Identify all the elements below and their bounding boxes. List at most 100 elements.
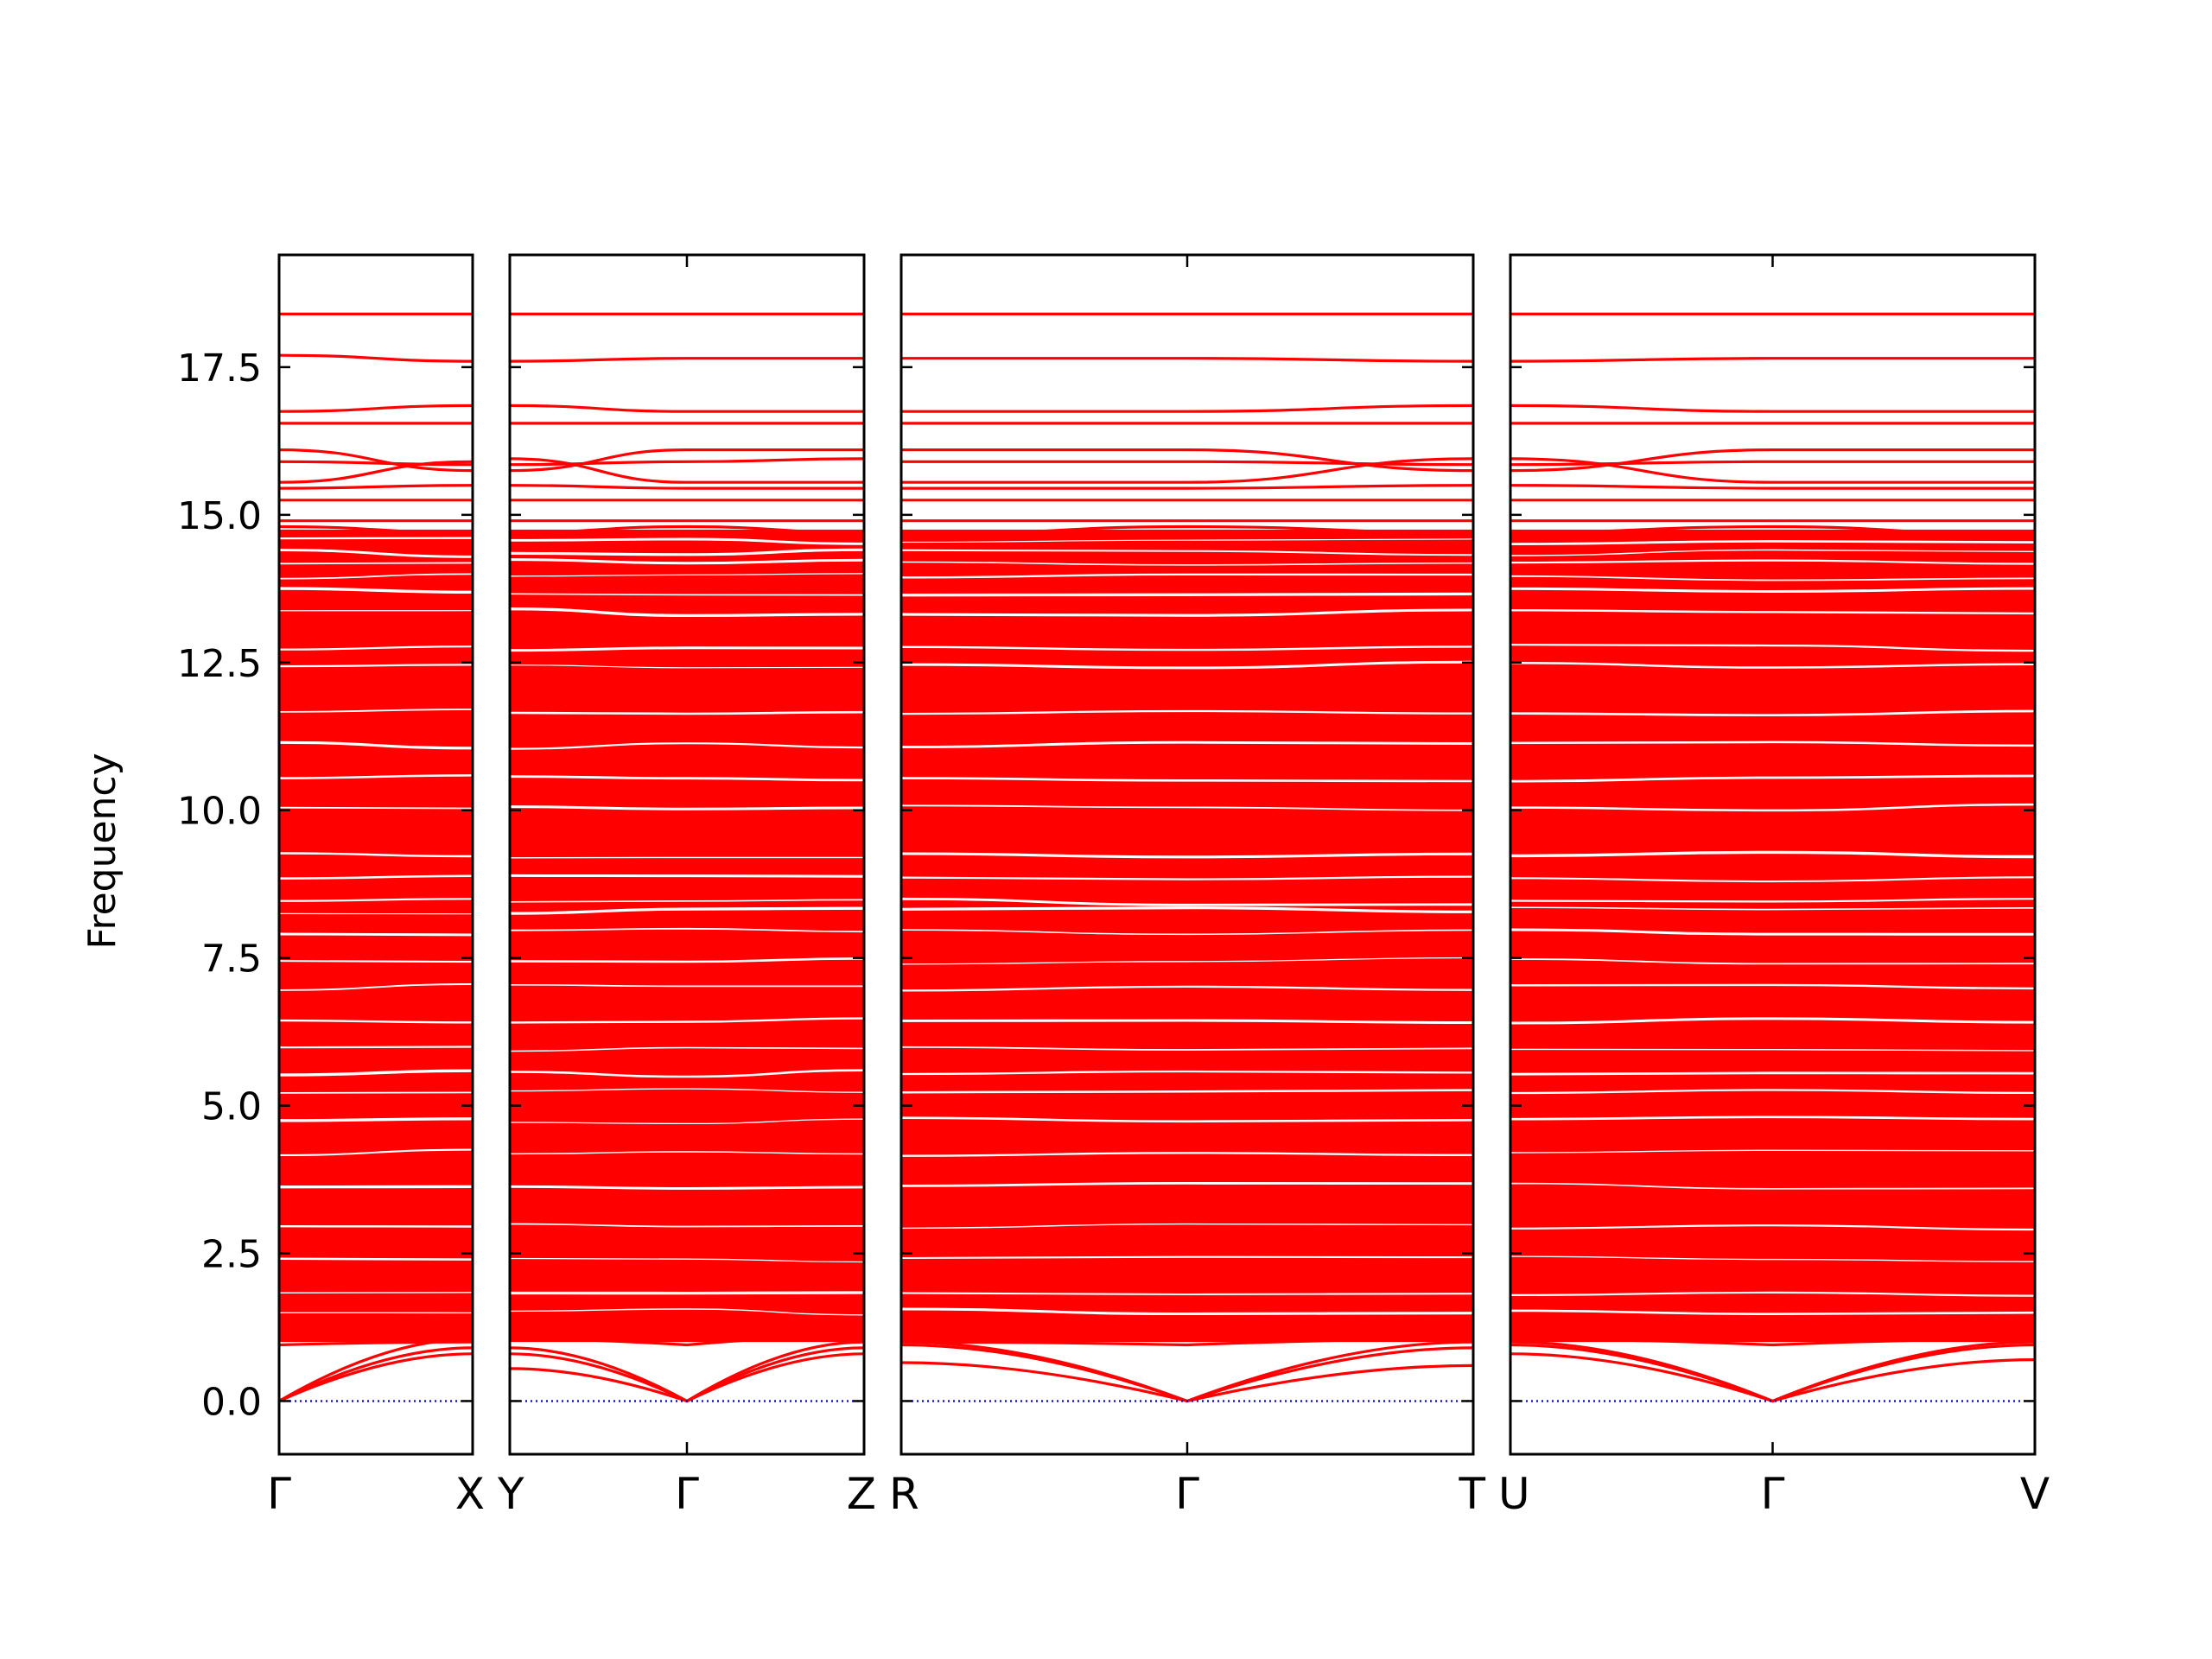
branch-gap: [279, 774, 473, 779]
acoustic-branch-1: [901, 1361, 1473, 1403]
high-branch-2: [1510, 357, 2035, 363]
branch-gap: [901, 1070, 1473, 1076]
branch-gap: [510, 927, 864, 933]
acoustic-branch-5: [901, 1319, 1473, 1332]
y-tick-label: 10.0: [177, 790, 262, 834]
y-tick-label: 0.0: [201, 1380, 262, 1424]
branch-gap: [510, 1017, 864, 1024]
branch-gap: [1510, 850, 2035, 859]
acoustic-branch-1: [510, 1346, 864, 1403]
panel-plot-area: [279, 312, 473, 1402]
branch-gap: [1510, 898, 2035, 903]
kpoint-label: U: [1498, 1469, 1530, 1519]
acoustic-branch-3: [510, 1340, 864, 1403]
branch-gap: [510, 1088, 864, 1093]
branch-gap: [1510, 559, 2035, 565]
acoustic-branch-5: [1510, 1319, 2035, 1332]
branch-gap: [901, 1019, 1473, 1024]
branch-gap: [510, 775, 864, 782]
high-branch-5: [1510, 448, 2035, 473]
branch-gap: [1510, 549, 2035, 556]
kpoint-label: Γ: [675, 1469, 699, 1519]
branch-gap: [510, 1151, 864, 1155]
branch-gap: [279, 960, 473, 963]
branch-gap: [1510, 643, 2035, 652]
branch-gap: [901, 573, 1473, 579]
branch-gap: [901, 985, 1473, 992]
branch-gap: [279, 549, 473, 558]
branch-gap: [510, 899, 864, 903]
branch-gap: [510, 1046, 864, 1052]
high-branch-8: [279, 484, 473, 490]
acoustic-branch-5: [510, 1317, 864, 1335]
branch-gap: [279, 587, 473, 594]
branch-gap: [901, 549, 1473, 556]
branch-gap: [901, 804, 1473, 811]
branch-gap: [1510, 1309, 2035, 1316]
branch-gap: [1510, 1071, 2035, 1076]
high-branch-8: [510, 484, 864, 490]
branch-gap: [1510, 906, 2035, 911]
branch-gap: [1510, 1291, 2035, 1297]
high-branch-5: [901, 448, 1473, 473]
branch-gap: [279, 932, 473, 937]
branch-gap: [1510, 774, 2035, 783]
branch-gap: [1510, 575, 2035, 582]
branch-gap: [901, 1089, 1473, 1094]
high-branch-6: [279, 460, 473, 467]
branch-gap: [279, 852, 473, 858]
acoustic-branch-1: [1510, 1352, 2035, 1403]
y-tick-label: 17.5: [177, 346, 262, 391]
branch-gap: [1510, 709, 2035, 717]
branch-gap: [510, 1291, 864, 1295]
high-branch-5: [510, 448, 864, 473]
high-branch-7: [279, 460, 473, 484]
high-branch-3: [279, 404, 473, 413]
branch-gap: [279, 573, 473, 580]
acoustic-branch-4: [1510, 1338, 2035, 1347]
high-branch-11: [279, 524, 473, 534]
branch-gap: [1510, 958, 2035, 965]
kpoint-label: X: [455, 1469, 485, 1519]
kpoint-label: Γ: [1175, 1469, 1199, 1519]
dense-branches: [279, 529, 473, 1343]
branch-gap: [510, 1308, 864, 1316]
kpoint-label: T: [1458, 1469, 1485, 1519]
branch-gap: [1510, 609, 2035, 615]
kpoint-label: Y: [497, 1469, 524, 1519]
band-continuum: [510, 529, 864, 1343]
branch-gap: [510, 742, 864, 750]
high-branch-11: [1510, 524, 2035, 537]
branch-gap: [279, 1019, 473, 1024]
acoustic-branch-2: [901, 1340, 1473, 1403]
branch-gap: [1510, 1255, 2035, 1262]
branch-gap: [901, 852, 1473, 859]
y-tick-label: 12.5: [177, 642, 262, 686]
y-tick-label: 7.5: [201, 938, 262, 982]
branch-gap: [1510, 1224, 2035, 1231]
branch-gap: [901, 608, 1473, 617]
panel-frame: [277, 253, 474, 1456]
high-branch-7: [1510, 457, 2035, 484]
high-branch-11: [901, 524, 1473, 537]
branch-gap: [279, 1292, 473, 1294]
branch-gap: [279, 898, 473, 902]
branch-gap: [510, 1118, 864, 1125]
branch-gap: [1510, 803, 2035, 812]
high-branch-2: [279, 353, 473, 363]
high-branch-7: [510, 457, 864, 484]
panel-plot-area: [1510, 312, 2035, 1403]
high-branch-2: [510, 357, 864, 363]
acoustic-branch-2: [510, 1346, 864, 1403]
acoustic-branch-1: [279, 1352, 473, 1402]
branch-gap: [901, 538, 1473, 543]
branch-gap: [1510, 928, 2035, 936]
branch-gap: [901, 1292, 1473, 1296]
panel-plot-area: [901, 312, 1473, 1403]
high-branch-8: [1510, 484, 2035, 490]
